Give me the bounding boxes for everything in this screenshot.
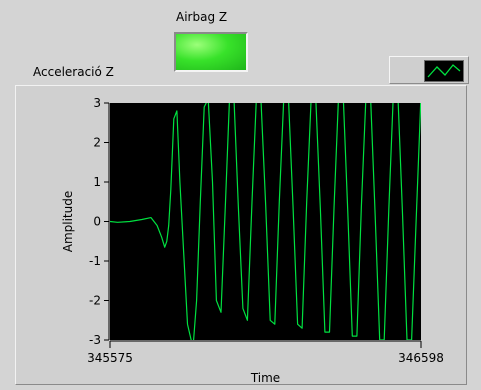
airbag-z-label: Airbag Z xyxy=(176,10,228,24)
y-tick-label: 3 xyxy=(93,96,101,110)
waveform-line-icon xyxy=(424,60,464,82)
acceleration-trace xyxy=(110,103,421,340)
waveform-chart-frame: 3 2 1 0 -1 -2 -3 345575 346598 Time Amplitude xyxy=(15,85,467,385)
y-tick-label: -1 xyxy=(89,254,101,268)
acceleracio-z-label: Acceleració Z xyxy=(33,65,114,79)
y-tick-label: 0 xyxy=(93,215,101,229)
x-axis-title: Time xyxy=(250,371,280,385)
y-tick-label: 1 xyxy=(93,175,101,189)
airbag-z-led-indicator[interactable] xyxy=(174,32,248,72)
plot-legend-button[interactable] xyxy=(389,56,469,84)
y-tick-label: -3 xyxy=(89,333,101,347)
y-tick-label: -2 xyxy=(89,294,101,308)
y-tick-label: 2 xyxy=(93,136,101,150)
x-tick-label: 345575 xyxy=(87,351,133,365)
waveform-chart: 3 2 1 0 -1 -2 -3 345575 346598 Time Amplitude xyxy=(61,96,444,385)
y-axis-title: Amplitude xyxy=(61,191,75,253)
plot-area xyxy=(110,103,421,340)
x-tick-label: 346598 xyxy=(398,351,444,365)
